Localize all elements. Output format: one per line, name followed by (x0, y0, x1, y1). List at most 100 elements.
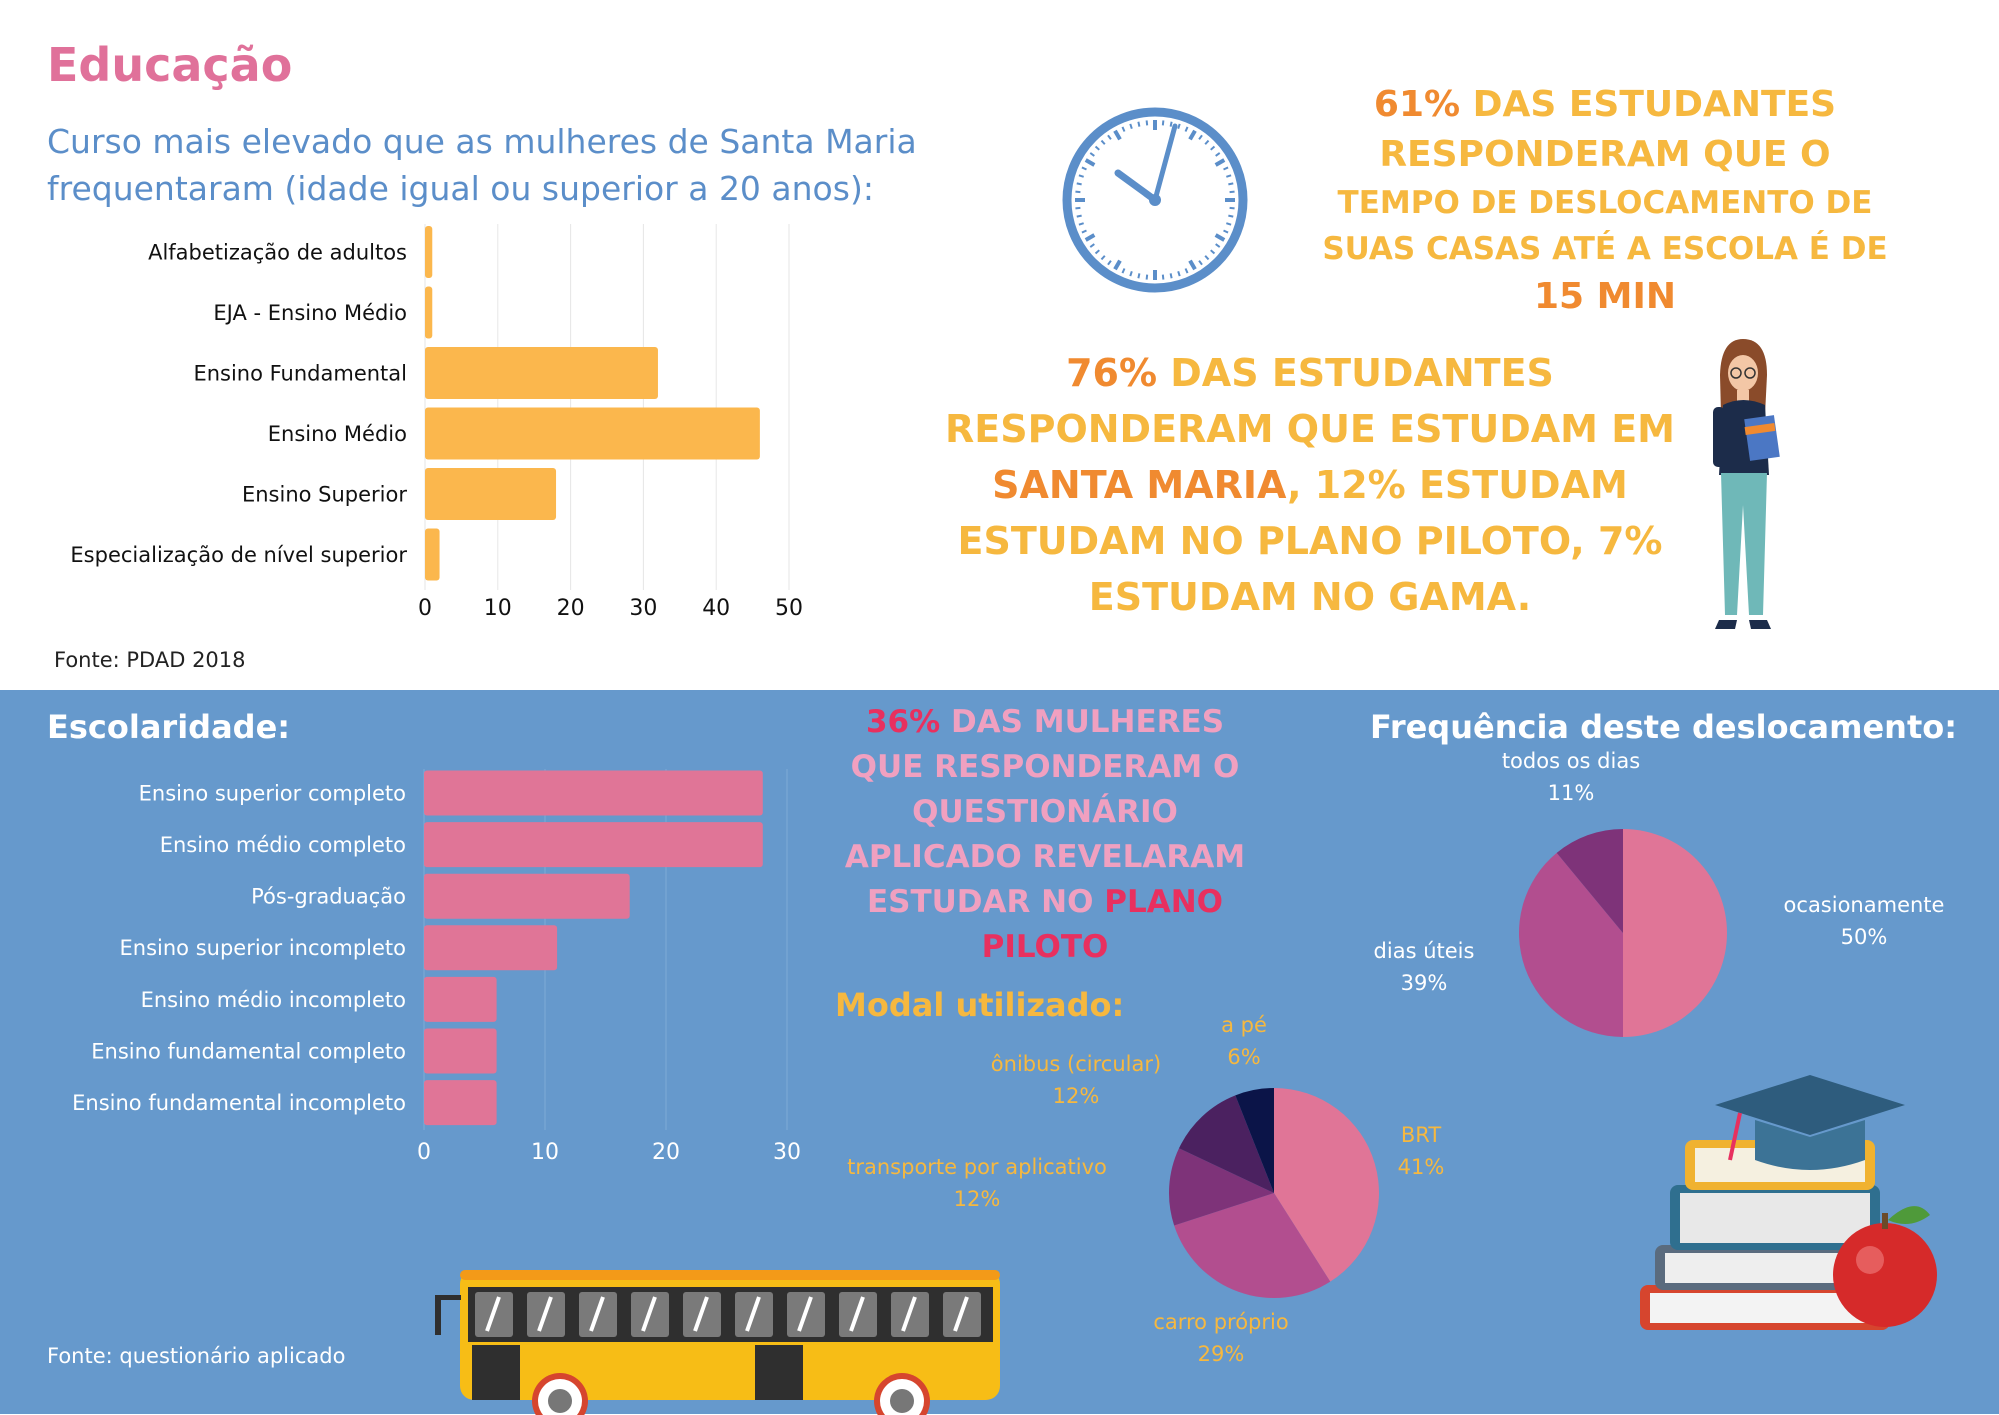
x-tick-label: 50 (775, 596, 803, 621)
clock-tick (1214, 158, 1226, 167)
stat2-pct: 76% (1066, 351, 1158, 395)
clock-tick (1107, 260, 1112, 266)
pie-slice-label: BRT (1401, 1123, 1441, 1147)
clock-tick (1081, 166, 1087, 171)
clock-tick (1081, 229, 1087, 234)
bus-window-glare (797, 1296, 813, 1332)
bar (424, 976, 497, 1022)
clock-tick (1215, 243, 1221, 248)
bus-window-glare (849, 1296, 865, 1332)
stat-study-location: 76% das estudantes responderam que estud… (940, 345, 1680, 625)
pie-slice-value: 29% (1198, 1342, 1245, 1366)
source-note-top: Fonte: PDAD 2018 (54, 648, 246, 672)
bar (425, 528, 440, 581)
modal-pie-chart (1169, 1088, 1379, 1298)
clock-tick (1089, 152, 1095, 157)
clock-tick (1121, 268, 1126, 274)
education-bar-chart: Alfabetização de adultos EJA - Ensino Méd… (70, 224, 803, 621)
clock-tick (1204, 255, 1210, 261)
clock-tick (1113, 259, 1122, 271)
category-label: Ensino médio completo (160, 833, 406, 857)
clock-tick (1145, 274, 1149, 280)
clock-tick (1100, 139, 1106, 145)
clock-tick (1188, 129, 1197, 141)
x-tick-label: 20 (652, 1140, 680, 1165)
clock-tick (1113, 129, 1122, 141)
x-tick-label: 20 (557, 596, 585, 621)
top-section (0, 0, 1999, 690)
clock-tick (1226, 222, 1232, 226)
clock-tick (1223, 166, 1229, 171)
bus-window-glare (589, 1296, 605, 1332)
clock-tick (1161, 274, 1165, 280)
clock-tick (1137, 273, 1141, 279)
clock-tick (1084, 158, 1096, 167)
clock-tick (1228, 182, 1234, 186)
clock-tick (1198, 134, 1203, 140)
bus-illustration (435, 1270, 1000, 1415)
clock-tick (1177, 123, 1181, 129)
clock-tick (1137, 121, 1141, 127)
bar (424, 822, 763, 868)
clock-tick (1129, 271, 1133, 277)
pie-slice-value: 12% (1053, 1084, 1100, 1108)
bar (425, 286, 433, 339)
bar (425, 468, 557, 520)
pie-slice-value: 50% (1841, 925, 1888, 949)
pie-slice (1519, 852, 1623, 1037)
clock-tick (1084, 233, 1096, 242)
clock-tick (1075, 190, 1081, 194)
bar (424, 1080, 497, 1126)
stat3-pct: 36% (865, 704, 941, 740)
pie-slice-value: 6% (1227, 1045, 1260, 1069)
bar (424, 925, 558, 971)
source-note-bottom: Fonte: questionário aplicado (47, 1344, 346, 1368)
pie-slice (1178, 1095, 1274, 1193)
frequencia-title: Frequência deste deslocamento: (1370, 708, 1958, 746)
stat-plano-piloto: 36% das mulheres que responderam o quest… (840, 700, 1250, 970)
stat2-text2: , 12% estudam estudam no Plano Piloto, 7… (957, 463, 1663, 619)
bar (425, 347, 658, 399)
clock-tick (1161, 120, 1165, 126)
pie-slice (1556, 829, 1623, 933)
pie-slice (1169, 1148, 1274, 1226)
clock-tick (1100, 255, 1106, 261)
category-label: Ensino superior completo (139, 781, 406, 805)
pie-slice (1235, 1088, 1274, 1193)
pie-slice-label: a pé (1221, 1013, 1267, 1037)
stat1-text: das estudantes responderam que o (1379, 84, 1837, 175)
stat-travel-time: 61% das estudantes responderam que o tem… (1290, 80, 1920, 322)
clock-tick (1145, 120, 1149, 126)
page-title: Educação (47, 38, 293, 92)
bus-window-glare (537, 1296, 553, 1332)
category-label: Ensino superior incompleto (120, 936, 406, 960)
books-apple-illustration (1640, 1075, 1937, 1330)
clock-tick (1169, 121, 1173, 127)
category-label: Ensino fundamental completo (91, 1039, 406, 1063)
clock-tick (1076, 214, 1082, 218)
stat1-line2: tempo de deslocamento de suas casas até … (1322, 185, 1888, 267)
category-label: EJA - Ensino Médio (213, 301, 407, 325)
pie-slice-label: ônibus (circular) (991, 1052, 1161, 1076)
category-label: Pós-graduação (251, 885, 406, 909)
bar (424, 770, 763, 816)
pie-slice (1623, 829, 1727, 1037)
pie-charts-layer: ocasionamente 50% dias úteis 39% todos os di… (847, 749, 1944, 1366)
modal-title: Modal utilizado: (835, 986, 1125, 1024)
stat1-highlight: 15 min (1534, 276, 1676, 317)
pie-slice-label: carro próprio (1153, 1310, 1288, 1334)
clock-tick (1075, 206, 1081, 210)
x-tick-label: 0 (418, 596, 432, 621)
clock-tick (1226, 174, 1232, 178)
pie-slice-value: 11% (1548, 781, 1595, 805)
clock-tick (1076, 182, 1082, 186)
category-label: Ensino Médio (268, 422, 407, 446)
clock-tick (1229, 190, 1235, 194)
stat2-text1: das estudantes responderam que estudam e… (945, 351, 1675, 451)
clock-tick (1184, 268, 1189, 274)
bus-window-glare (641, 1296, 657, 1332)
clock-tick (1223, 229, 1229, 234)
clock-tick (1184, 126, 1189, 132)
chart-subtitle: Curso mais elevado que as mulheres de Sa… (47, 122, 917, 208)
clock-icon (1062, 107, 1248, 293)
